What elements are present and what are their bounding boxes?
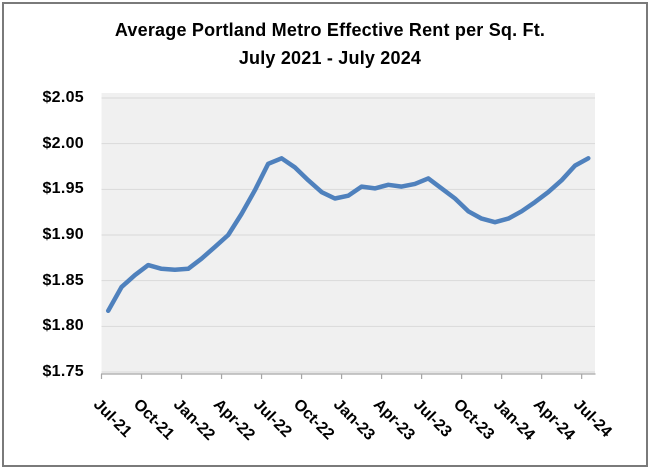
rent-per-sqft-line xyxy=(105,156,591,314)
chart-title-line1: Average Portland Metro Effective Rent pe… xyxy=(114,20,546,40)
y-axis-label: $1.95 xyxy=(42,180,84,198)
plot-area xyxy=(101,93,595,374)
chart-title: Average Portland Metro Effective Rent pe… xyxy=(0,16,650,72)
y-axis-label: $1.75 xyxy=(42,363,84,380)
chart-title-line2: July 2021 - July 2024 xyxy=(238,48,422,68)
y-axis-label: $2.05 xyxy=(42,89,84,106)
y-axis-label: $2.00 xyxy=(42,134,84,152)
y-axis-label: $1.90 xyxy=(42,226,84,243)
y-axis-label: $1.80 xyxy=(42,317,84,335)
y-axis-label: $1.85 xyxy=(42,271,84,289)
